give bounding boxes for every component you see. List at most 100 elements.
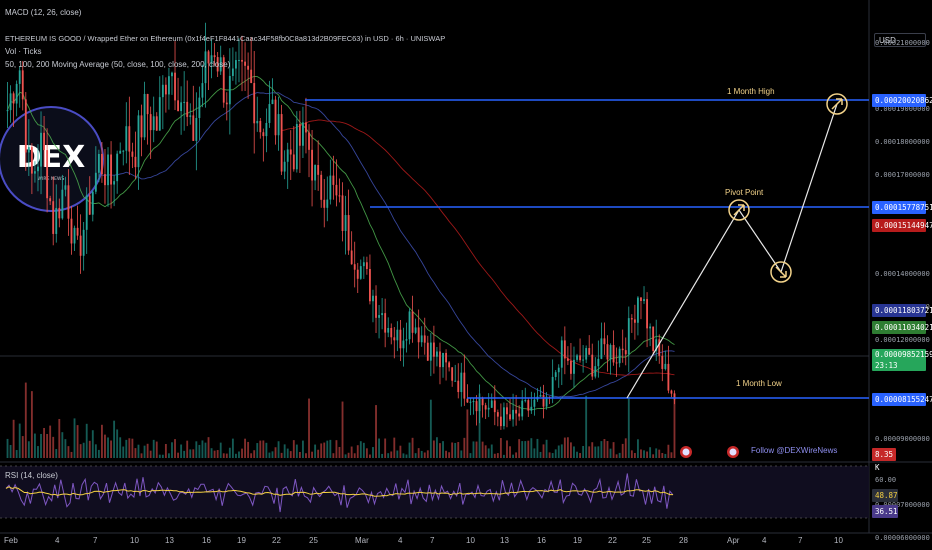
candle-body bbox=[579, 355, 581, 361]
candle-body bbox=[241, 59, 243, 62]
volume-bar bbox=[256, 443, 259, 458]
volume-bar bbox=[667, 444, 670, 458]
candle-body bbox=[326, 199, 329, 208]
volume-bar bbox=[34, 433, 36, 458]
time-tick: 4 bbox=[55, 536, 60, 545]
price-label-ma200: 0.00015144947 bbox=[872, 219, 932, 232]
time-tick: 13 bbox=[500, 536, 509, 545]
candle-body bbox=[545, 396, 548, 407]
volume-bar bbox=[128, 438, 131, 458]
volume-legend[interactable]: Vol · Ticks bbox=[5, 47, 42, 56]
volume-bar bbox=[302, 440, 304, 458]
volume-bar bbox=[295, 444, 298, 458]
candle-body bbox=[664, 363, 667, 369]
volume-bar bbox=[643, 450, 645, 458]
event-icons[interactable] bbox=[680, 446, 739, 458]
candle-body bbox=[603, 338, 606, 345]
volume-bar bbox=[320, 443, 323, 458]
time-tick: 4 bbox=[398, 536, 403, 545]
candle-body bbox=[55, 207, 58, 234]
candle-body bbox=[219, 57, 222, 72]
candle-body bbox=[222, 57, 225, 103]
candle-body bbox=[670, 390, 673, 394]
volume-bar bbox=[359, 441, 362, 458]
candle-body bbox=[518, 413, 521, 417]
candle-body bbox=[542, 395, 545, 407]
volume-bar bbox=[627, 396, 630, 458]
currency-button[interactable]: USD bbox=[874, 33, 926, 47]
price-tick: 0.00017000000 bbox=[875, 170, 930, 179]
volume-bar bbox=[61, 432, 64, 458]
candle-body bbox=[40, 132, 42, 167]
volume-bar bbox=[43, 427, 45, 458]
volume-bar bbox=[426, 450, 429, 458]
volume-bar bbox=[283, 444, 286, 458]
candle-body bbox=[204, 51, 207, 84]
volume-bar bbox=[658, 449, 661, 458]
volume-bar bbox=[277, 441, 280, 458]
candle-body bbox=[551, 376, 554, 399]
volume-bar bbox=[350, 446, 353, 458]
candle-body bbox=[426, 342, 429, 361]
candle-body bbox=[152, 116, 155, 131]
volume-bar bbox=[122, 446, 125, 458]
time-tick: 22 bbox=[608, 536, 617, 545]
volume-bar bbox=[268, 452, 271, 458]
volume-bar bbox=[216, 450, 219, 458]
volume-bar bbox=[420, 450, 423, 458]
candle-body bbox=[344, 215, 347, 231]
candle-body bbox=[131, 151, 134, 157]
candle-body bbox=[34, 171, 36, 174]
volume-bar bbox=[341, 401, 344, 458]
macd-legend[interactable]: MACD (12, 26, close) bbox=[5, 8, 82, 17]
candle-body bbox=[451, 367, 454, 381]
volume-bar bbox=[533, 448, 536, 458]
candle-body bbox=[621, 348, 624, 351]
candle-body bbox=[329, 175, 332, 200]
volume-bar bbox=[101, 424, 103, 458]
candle-body bbox=[140, 115, 143, 138]
candle-body bbox=[390, 328, 393, 338]
volume-bar bbox=[396, 450, 399, 458]
time-tick: 25 bbox=[309, 536, 318, 545]
volume-bar bbox=[113, 420, 116, 458]
candle-body bbox=[630, 318, 633, 320]
volume-bar bbox=[405, 454, 408, 458]
volume-bar bbox=[292, 440, 295, 458]
volume-bar bbox=[213, 450, 216, 458]
volume-bar bbox=[107, 437, 109, 458]
candle-body bbox=[256, 120, 259, 124]
volume-bar bbox=[585, 395, 588, 458]
candle-body bbox=[347, 215, 350, 251]
volume-bar bbox=[231, 438, 234, 458]
candle-body bbox=[436, 351, 438, 357]
volume-bar bbox=[539, 451, 542, 458]
candle-body bbox=[186, 101, 189, 117]
candle-body bbox=[9, 93, 12, 111]
candle-body bbox=[311, 149, 313, 181]
volume-bar bbox=[478, 393, 481, 458]
volume-bar bbox=[161, 454, 164, 458]
symbol-title[interactable]: ETHEREUM IS GOOD / Wrapped Ether on Ethe… bbox=[5, 34, 446, 43]
candle-body bbox=[524, 400, 527, 402]
volume-bar bbox=[271, 451, 274, 458]
volume-bar bbox=[536, 438, 539, 458]
candle-body bbox=[119, 150, 122, 154]
ma-legend[interactable]: 50, 100, 200 Moving Average (50, close, … bbox=[5, 60, 231, 69]
volume-bar bbox=[600, 441, 603, 458]
volume-bar bbox=[399, 445, 402, 458]
volume-bar bbox=[21, 436, 24, 458]
rsi-legend[interactable]: RSI (14, close) bbox=[5, 471, 58, 480]
candle-body bbox=[183, 101, 186, 103]
candle-body bbox=[633, 319, 636, 323]
volume-bar bbox=[423, 452, 426, 458]
follow-text[interactable]: Follow @DEXWireNews bbox=[751, 446, 838, 455]
ma100-line bbox=[98, 92, 675, 398]
volume-bar bbox=[496, 453, 499, 458]
candle-body bbox=[457, 380, 460, 393]
candle-body bbox=[289, 149, 292, 155]
volume-bar bbox=[576, 451, 578, 458]
candle-body bbox=[314, 165, 317, 181]
candle-body bbox=[487, 407, 490, 410]
